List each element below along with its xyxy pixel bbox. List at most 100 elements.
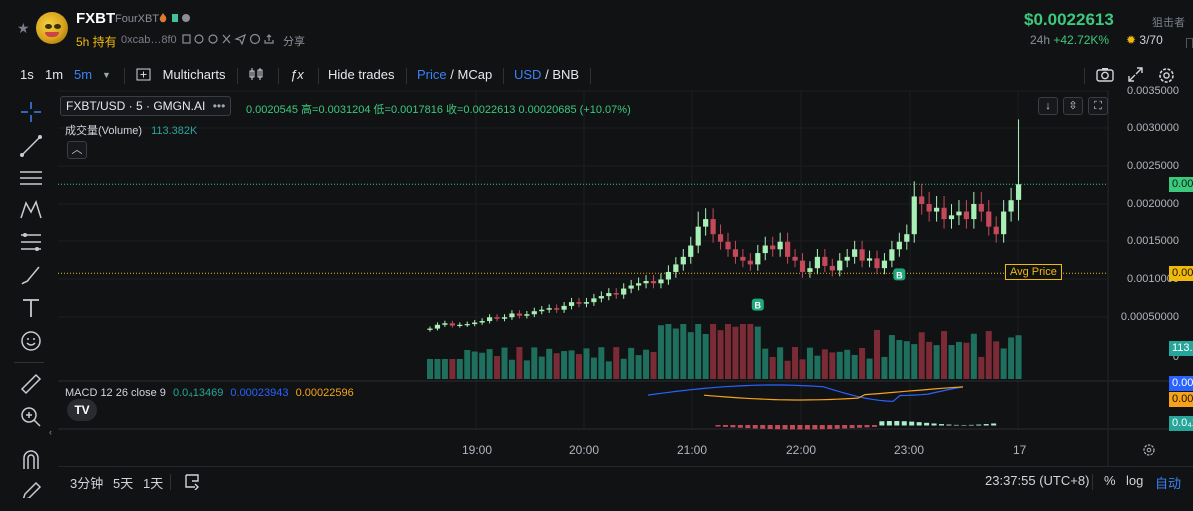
volume-bar (576, 354, 582, 379)
volume-bar (434, 359, 441, 379)
volume-legend: 成交量(Volume) 113.382K (65, 125, 198, 137)
candle-body (1001, 211, 1007, 235)
candle-body (501, 317, 508, 319)
volume-bar (590, 357, 597, 379)
candle-body (472, 322, 478, 325)
tradingview-logo: TV (67, 399, 97, 421)
volume-bar (464, 350, 471, 379)
move-down-button[interactable]: ↓ (1038, 97, 1058, 115)
clock-time[interactable]: 23:37:55 (UTC+8) (985, 473, 1090, 488)
percent-toggle[interactable]: % (1104, 473, 1116, 488)
x-tick: 17 (1013, 443, 1027, 457)
indicators-icon[interactable]: ƒx (290, 67, 304, 82)
zoom-icon[interactable] (19, 405, 43, 429)
volume-bar (508, 359, 515, 379)
ruler-icon[interactable] (19, 372, 43, 396)
volume-bar (784, 360, 791, 379)
candle-body (822, 256, 828, 266)
volume-bar (725, 324, 731, 379)
macd-histogram-bar (968, 424, 974, 426)
macd-histogram-bar (924, 422, 930, 426)
volume-bar (695, 324, 702, 379)
crosshair-icon[interactable] (19, 100, 43, 124)
emoji-icon[interactable] (19, 329, 43, 353)
candle-body (837, 260, 843, 271)
candle-body (561, 305, 567, 310)
range-1d[interactable]: 1天 (143, 476, 164, 491)
range-5d[interactable]: 5天 (113, 476, 134, 491)
macd-histogram-bar (790, 425, 795, 430)
volume-bar (896, 340, 903, 379)
camera-icon[interactable] (1096, 67, 1114, 85)
volume-bar (903, 341, 910, 379)
collapse-button[interactable]: ︿ (67, 141, 87, 159)
macd-histogram-bar (775, 425, 781, 430)
share-label[interactable]: 分享 (283, 36, 305, 48)
star-icon[interactable]: ★ (17, 20, 30, 36)
range-3min[interactable]: 3分钟 (70, 476, 104, 491)
candle-body (904, 234, 910, 242)
contract-address[interactable]: 0xcab…8f0 (121, 34, 177, 46)
candle-body (732, 249, 739, 257)
sniper-label[interactable]: 狙击者 (1152, 17, 1185, 29)
plus-box-icon (136, 68, 151, 81)
maximize-pane-button[interactable]: ⛶ (1088, 97, 1108, 115)
volume-bar (1015, 335, 1022, 379)
macd-histogram-bar (976, 424, 982, 426)
collapse-pane-button[interactable]: ⇳ (1063, 97, 1083, 115)
candle-body (934, 207, 940, 212)
interval-5m[interactable]: 5m (74, 67, 93, 82)
magnet-icon[interactable] (19, 448, 43, 472)
candle-type-icon[interactable] (248, 67, 264, 84)
x-tick: 23:00 (894, 443, 925, 457)
interval-1m[interactable]: 1m (45, 67, 64, 82)
chart-canvas[interactable]: BB (58, 90, 1193, 466)
auto-toggle[interactable]: 自动 (1155, 476, 1182, 491)
macd-histogram-bar (804, 425, 810, 430)
candle-body (680, 256, 686, 265)
volume-bar (471, 351, 478, 379)
pattern-icon[interactable] (19, 198, 43, 222)
text-icon[interactable] (19, 296, 43, 320)
social-icons[interactable] (182, 33, 278, 48)
candle-body (703, 219, 709, 227)
buy-marker (893, 268, 906, 281)
hide-trades-button[interactable]: Hide trades (328, 67, 395, 82)
candle-body (844, 256, 850, 261)
fib-icon[interactable] (19, 230, 43, 254)
horizontal-lines-icon[interactable] (19, 166, 43, 190)
scroll-handle[interactable] (1186, 38, 1193, 48)
usd-bnb-toggle[interactable]: USD / BNB (514, 67, 580, 82)
price-mcap-toggle[interactable]: Price / MCap (417, 67, 493, 82)
macd-histogram-bar (857, 425, 863, 428)
brush-icon[interactable] (19, 263, 43, 287)
telegram-icon (234, 33, 246, 46)
macd-histogram-bar (909, 421, 915, 426)
volume-bar (792, 347, 799, 379)
volume-bar (605, 361, 612, 379)
macd-histogram-bar (797, 425, 803, 430)
fullscreen-icon[interactable] (1128, 67, 1143, 85)
macd-histogram-bar (939, 424, 944, 426)
refresh-icon (208, 34, 218, 44)
chevron-left-icon[interactable]: ‹ (49, 427, 52, 437)
axis-settings-icon[interactable] (1142, 443, 1156, 457)
symbol-legend[interactable]: FXBT/USD · 5 · GMGN.AI ••• (60, 96, 232, 116)
macd-histogram-bar (722, 425, 728, 427)
buy-marker-label: B (755, 301, 762, 311)
multicharts-button[interactable]: Multicharts (136, 67, 225, 82)
chevron-down-icon[interactable]: ▼ (102, 70, 111, 80)
volume-bar (456, 359, 463, 379)
settings-icon[interactable] (1158, 67, 1175, 87)
volume-bar (501, 347, 508, 379)
macd-histogram-bar (767, 425, 773, 430)
log-toggle[interactable]: log (1126, 473, 1144, 488)
candle-body (636, 283, 642, 286)
trendline-icon[interactable] (19, 134, 43, 158)
volume-bar (598, 347, 605, 379)
x-tick: 20:00 (569, 443, 600, 457)
interval-1s[interactable]: 1s (20, 67, 34, 82)
candle-body (434, 324, 441, 329)
date-range-icon[interactable] (183, 472, 201, 490)
